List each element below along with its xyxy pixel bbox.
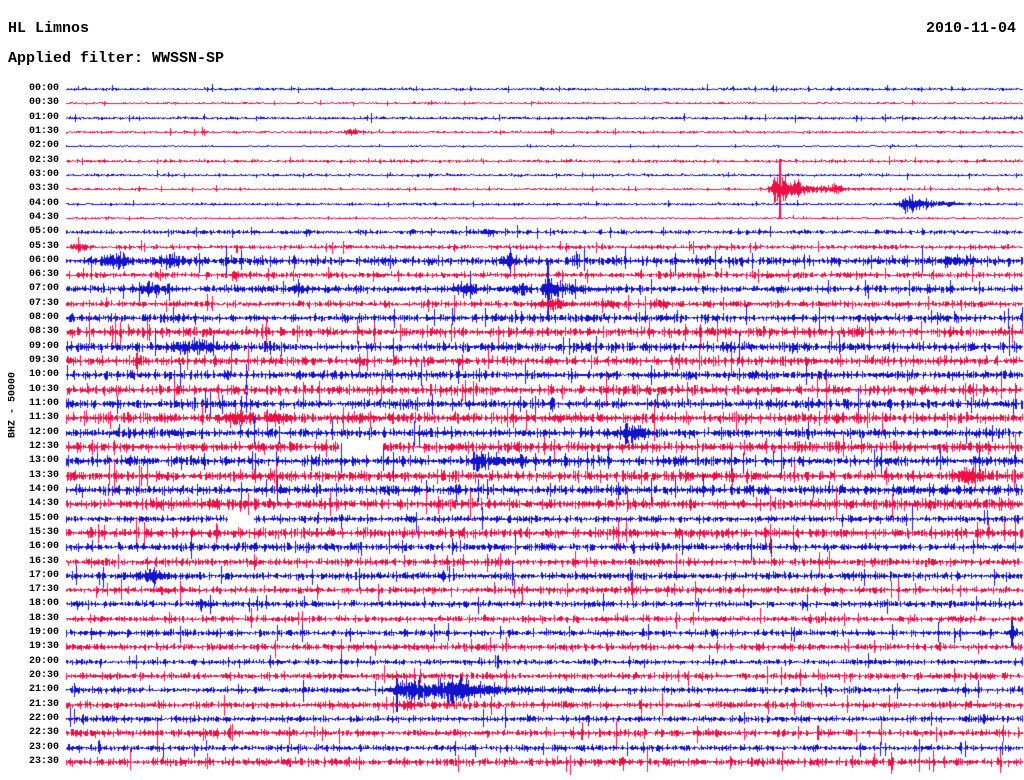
row-time-label: 10:30 xyxy=(28,384,59,395)
row-time-label: 02:00 xyxy=(28,140,59,151)
row-time-label: 13:00 xyxy=(28,455,59,466)
row-time-label: 00:30 xyxy=(28,97,59,108)
row-time-label: 07:30 xyxy=(28,298,59,309)
row-time-label: 05:30 xyxy=(28,241,59,252)
row-time-label: 03:30 xyxy=(28,183,59,194)
row-time-label: 10:00 xyxy=(28,369,59,380)
row-time-label: 16:00 xyxy=(28,541,59,552)
row-time-label: 14:00 xyxy=(28,484,59,495)
row-time-label: 12:30 xyxy=(28,441,59,452)
row-time-label: 17:00 xyxy=(28,570,59,581)
row-time-label: 04:30 xyxy=(28,212,59,223)
row-time-label: 21:00 xyxy=(28,684,59,695)
row-time-label: 13:30 xyxy=(28,470,59,481)
row-time-label: 19:00 xyxy=(28,627,59,638)
row-time-label: 11:00 xyxy=(28,398,59,409)
row-time-label: 15:00 xyxy=(28,513,59,524)
row-time-label: 08:00 xyxy=(28,312,59,323)
row-time-label: 01:30 xyxy=(28,126,59,137)
row-time-label: 22:00 xyxy=(28,713,59,724)
row-time-label: 00:00 xyxy=(28,83,59,94)
row-time-label: 04:00 xyxy=(28,198,59,209)
row-time-label: 14:30 xyxy=(28,498,59,509)
row-time-label: 16:30 xyxy=(28,556,59,567)
row-time-label: 15:30 xyxy=(28,527,59,538)
row-time-label: 08:30 xyxy=(28,326,59,337)
station-title: HL Limnos xyxy=(8,20,90,37)
row-time-label: 11:30 xyxy=(28,412,59,423)
row-time-label: 20:00 xyxy=(28,656,59,667)
row-time-label: 20:30 xyxy=(28,670,59,681)
row-time-label: 06:00 xyxy=(28,255,59,266)
row-time-label: 22:30 xyxy=(28,727,59,738)
filter-label: Applied filter: WWSSN-SP xyxy=(8,50,225,67)
row-time-label: 21:30 xyxy=(28,699,59,710)
row-time-label: 07:00 xyxy=(28,283,59,294)
row-time-label: 09:00 xyxy=(28,341,59,352)
row-time-label: 02:30 xyxy=(28,155,59,166)
row-time-label: 12:00 xyxy=(28,427,59,438)
row-time-label: 19:30 xyxy=(28,641,59,652)
row-time-label: 18:00 xyxy=(28,598,59,609)
row-time-label: 18:30 xyxy=(28,613,59,624)
row-time-label: 09:30 xyxy=(28,355,59,366)
row-time-label: 03:00 xyxy=(28,169,59,180)
row-time-label: 23:00 xyxy=(28,742,59,753)
row-time-label: 01:00 xyxy=(28,112,59,123)
row-time-label: 06:30 xyxy=(28,269,59,280)
date-label: 2010-11-04 xyxy=(925,20,1016,37)
row-time-label: 23:30 xyxy=(28,756,59,767)
row-time-label: 05:00 xyxy=(28,226,59,237)
row-time-label: 17:30 xyxy=(28,584,59,595)
